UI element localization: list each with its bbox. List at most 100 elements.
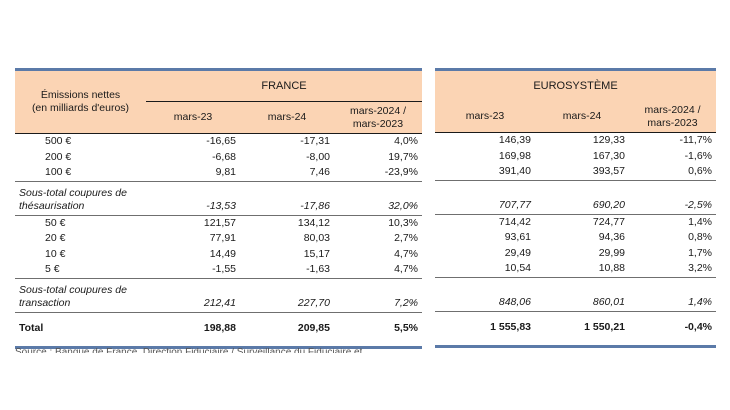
subtotal-value: -13,53 xyxy=(146,180,240,216)
value-cell: -6,68 xyxy=(212,150,236,163)
issuance-label-line2: (en milliards d'euros) xyxy=(31,102,130,114)
value-cell: 121,57 xyxy=(203,216,236,229)
value-cell: 167,30 xyxy=(592,149,625,162)
variation-cell: 10,3% xyxy=(388,216,418,229)
subtotal-value: 227,70 xyxy=(240,277,334,313)
variation-cell: 0,8% xyxy=(688,231,712,244)
value-cell: 29,49 xyxy=(504,246,531,259)
total-value: 198,88 xyxy=(146,311,240,345)
subtotal-row: Sous-total coupures de transaction 212,4… xyxy=(15,277,422,313)
subtotal-label-line1: Sous-total coupures de xyxy=(19,186,127,199)
header-row-top: Émissions nettes (en milliards d'euros) … xyxy=(15,71,422,134)
issuance-label-header: Émissions nettes (en milliards d'euros) xyxy=(15,71,146,134)
col-mar23-header: mars-23 xyxy=(146,101,240,134)
variation-cell: -23,9% xyxy=(384,166,418,179)
table-row: 93,61 94,36 0,8% xyxy=(435,230,716,246)
denomination-label: 200 € xyxy=(45,150,72,163)
col-variation-line2: mars-2023 xyxy=(352,117,404,130)
value-cell: 129,33 xyxy=(592,134,625,147)
total-row: 1 555,83 1 550,21 -0,4% xyxy=(435,310,716,344)
subtotal-row: 848,06 860,01 1,4% xyxy=(435,276,716,312)
subtotal-variation: -2,5% xyxy=(629,179,716,215)
subtotal-label-line2: transaction xyxy=(19,296,71,309)
table-row: 20 € 77,91 80,03 2,7% xyxy=(15,231,422,247)
subtotal-value: 848,06 xyxy=(435,276,535,312)
denomination-label: 5 € xyxy=(45,263,60,276)
variation-cell: 0,6% xyxy=(688,165,712,178)
total-value: 1 550,21 xyxy=(535,310,629,344)
header-row-sub: mars-23 mars-24 mars-2024 / mars-2023 xyxy=(15,101,422,134)
subtotal-row: 707,77 690,20 -2,5% xyxy=(435,179,716,215)
variation-cell: 4,0% xyxy=(394,135,418,148)
total-label: Total xyxy=(15,311,146,345)
value-cell: -8,00 xyxy=(306,150,330,163)
value-cell: 77,91 xyxy=(209,232,236,245)
col-mar23-header: mars-23 xyxy=(435,101,535,133)
subtotal-label-line1: Sous-total coupures de xyxy=(19,283,127,296)
total-variation: 5,5% xyxy=(334,311,422,345)
denomination-label: 10 € xyxy=(45,247,66,260)
variation-cell: -1,6% xyxy=(684,149,712,162)
value-cell: -1,55 xyxy=(212,263,236,276)
subtotal-value: 860,01 xyxy=(535,276,629,312)
variation-cell: -11,7% xyxy=(679,134,713,147)
variation-cell: 1,4% xyxy=(688,215,712,228)
source-note: Source : Banque de France, Direction Fid… xyxy=(15,348,362,353)
value-cell: 93,61 xyxy=(504,231,531,244)
table-row: 10 € 14,49 15,17 4,7% xyxy=(15,247,422,263)
subtotal-variation: 7,2% xyxy=(334,277,422,313)
subtotal-value: 707,77 xyxy=(435,179,535,215)
value-cell: -1,63 xyxy=(306,263,330,276)
value-cell: 724,77 xyxy=(592,215,625,228)
value-cell: 10,54 xyxy=(504,262,531,275)
total-variation: -0,4% xyxy=(629,310,716,344)
separator xyxy=(15,133,422,134)
header-row-sub: mars-23 mars-24 mars-2024 / mars-2023 xyxy=(435,101,716,133)
header-band xyxy=(15,68,422,71)
value-cell: -17,31 xyxy=(300,135,330,148)
total-value: 1 555,83 xyxy=(435,310,535,344)
value-cell: 94,36 xyxy=(598,231,625,244)
value-cell: -16,65 xyxy=(206,135,236,148)
footer-band-2 xyxy=(435,346,716,348)
variation-cell: 3,2% xyxy=(688,262,712,275)
col-mar24-header: mars-24 xyxy=(240,101,334,134)
table-row: 391,40 393,57 0,6% xyxy=(435,164,716,180)
table-row: 50 € 121,57 134,12 10,3% xyxy=(15,215,422,231)
table-row: 714,42 724,77 1,4% xyxy=(435,214,716,230)
value-cell: 391,40 xyxy=(498,165,531,178)
variation-cell: 4,7% xyxy=(394,263,418,276)
header-band xyxy=(435,68,716,71)
subtotal-value: 690,20 xyxy=(535,179,629,215)
subtotal-label: Sous-total coupures de thésaurisation xyxy=(15,180,146,216)
value-cell: 393,57 xyxy=(592,165,625,178)
value-cell: 9,81 xyxy=(215,166,236,179)
value-cell: 146,39 xyxy=(498,134,531,147)
table-row: 146,39 129,33 -11,7% xyxy=(435,133,716,149)
col-variation-line1: mars-2024 / xyxy=(644,103,701,116)
variation-cell: 1,7% xyxy=(688,246,712,259)
value-cell: 7,46 xyxy=(309,166,330,179)
footer-band-2 xyxy=(15,347,422,349)
table-row: 5 € -1,55 -1,63 4,7% xyxy=(15,262,422,278)
france-header: FRANCE xyxy=(146,71,422,102)
france-table: Émissions nettes (en milliards d'euros) … xyxy=(15,68,422,349)
col-variation-line1: mars-2024 / xyxy=(349,104,407,117)
subtotal-value: 212,41 xyxy=(146,277,240,313)
table-row: 100 € 9,81 7,46 -23,9% xyxy=(15,165,422,181)
col-variation-header: mars-2024 / mars-2023 xyxy=(334,101,422,134)
value-cell: 10,88 xyxy=(598,262,625,275)
denomination-label: 20 € xyxy=(45,232,66,245)
footer-band xyxy=(15,343,422,348)
total-value: 209,85 xyxy=(240,311,334,345)
denomination-label: 500 € xyxy=(45,135,72,148)
variation-cell: 2,7% xyxy=(394,232,418,245)
total-row: Total 198,88 209,85 5,5% xyxy=(15,311,422,345)
separator xyxy=(435,132,716,133)
table-row: 500 € -16,65 -17,31 4,0% xyxy=(15,134,422,150)
eurosystem-table: EUROSYSTÈME mars-23 mars-24 mars-2024 / … xyxy=(435,68,716,348)
table-row: 169,98 167,30 -1,6% xyxy=(435,149,716,165)
header-row-top: EUROSYSTÈME xyxy=(435,71,716,101)
value-cell: 80,03 xyxy=(303,232,330,245)
footer-band xyxy=(435,342,716,347)
